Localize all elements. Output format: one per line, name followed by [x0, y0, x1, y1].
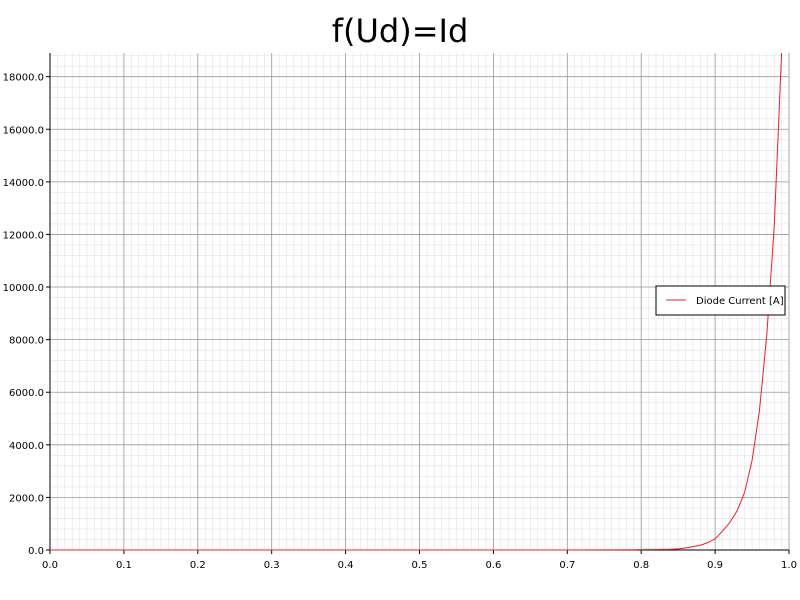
- y-tick-label: 16000.0: [3, 125, 44, 136]
- x-tick-label: 1.0: [781, 560, 797, 571]
- series-line-diode-current: [50, 52, 783, 551]
- legend: Diode Current [A]: [655, 285, 786, 316]
- y-tick-label: 10000.0: [3, 283, 44, 294]
- y-tick-label: 8000.0: [9, 336, 44, 347]
- y-tick-label: 6000.0: [9, 388, 44, 399]
- x-tick-label: 0.8: [633, 560, 649, 571]
- x-tick-label: 0.7: [559, 560, 575, 571]
- x-tick-label: 0.1: [116, 560, 132, 571]
- x-tick-label: 0.2: [190, 560, 206, 571]
- y-tick-label: 4000.0: [9, 441, 44, 452]
- y-tick-label: 18000.0: [3, 73, 44, 84]
- chart-title: f(Ud)=Id: [332, 12, 469, 50]
- y-axis-ticks: 0.0 2000.0 4000.0 6000.0 8000.0 10000.0 12000.…: [3, 73, 50, 557]
- y-tick-label: 14000.0: [3, 178, 44, 189]
- legend-label: Diode Current [A]: [696, 296, 784, 307]
- x-tick-label: 0.5: [412, 560, 428, 571]
- x-tick-label: 0.4: [338, 560, 354, 571]
- y-tick-label: 0.0: [28, 546, 44, 557]
- x-axis-ticks: 0.0 0.1 0.2 0.3 0.4 0.5 0.6 0.7 0.8 0.9 1.0: [42, 550, 797, 571]
- y-tick-label: 12000.0: [3, 230, 44, 241]
- x-tick-label: 0.3: [264, 560, 280, 571]
- x-tick-label: 0.9: [707, 560, 723, 571]
- series-layer: [50, 52, 783, 551]
- y-tick-label: 2000.0: [9, 493, 44, 504]
- x-tick-label: 0.6: [485, 560, 501, 571]
- x-tick-label: 0.0: [42, 560, 58, 571]
